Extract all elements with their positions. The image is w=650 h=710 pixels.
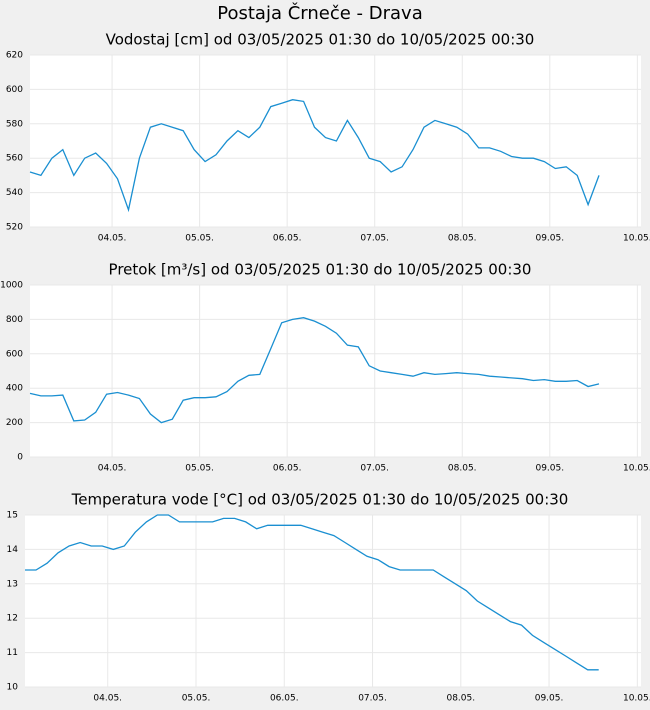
x-tick-label: 05.05.	[185, 234, 214, 244]
x-tick-label: 04.05.	[98, 234, 127, 244]
y-tick-label: 520	[6, 223, 23, 233]
y-tick-label: 10	[7, 683, 19, 693]
x-tick-label: 07.05.	[360, 464, 389, 474]
x-tick-label: 10.05.	[623, 234, 650, 244]
y-tick-label: 1000	[0, 281, 23, 291]
y-tick-label: 620	[6, 51, 23, 61]
y-tick-label: 14	[7, 545, 19, 555]
x-tick-label: 06.05.	[273, 464, 302, 474]
chart-title: Temperatura vode [°C] od 03/05/2025 01:3…	[71, 491, 569, 509]
x-tick-label: 09.05.	[535, 694, 564, 704]
chart-title: Pretok [m³/s] od 03/05/2025 01:30 do 10/…	[109, 261, 532, 279]
x-tick-label: 07.05.	[358, 694, 387, 704]
page-title: Postaja Črneče - Drava	[217, 2, 422, 24]
chart-title: Vodostaj [cm] od 03/05/2025 01:30 do 10/…	[106, 31, 535, 49]
x-tick-label: 04.05.	[93, 694, 122, 704]
y-tick-label: 15	[7, 511, 18, 521]
y-tick-label: 540	[6, 188, 23, 198]
y-tick-label: 800	[6, 315, 23, 325]
x-tick-label: 10.05.	[623, 694, 650, 704]
x-tick-label: 08.05.	[448, 234, 477, 244]
data-line	[29, 317, 600, 424]
x-tick-label: 08.05.	[448, 464, 477, 474]
y-tick-label: 600	[6, 349, 23, 359]
x-tick-label: 06.05.	[273, 234, 302, 244]
y-tick-label: 580	[6, 119, 23, 129]
y-tick-label: 400	[6, 384, 23, 394]
x-tick-label: 04.05.	[98, 464, 127, 474]
x-tick-label: 10.05.	[623, 464, 650, 474]
y-tick-label: 560	[6, 154, 23, 164]
y-tick-label: 600	[6, 85, 23, 95]
data-line	[25, 514, 599, 671]
x-tick-label: 06.05.	[270, 694, 299, 704]
y-tick-label: 0	[17, 453, 23, 463]
x-tick-label: 09.05.	[535, 234, 564, 244]
x-tick-label: 08.05.	[446, 694, 475, 704]
y-tick-label: 12	[7, 614, 18, 624]
plot-area	[30, 285, 641, 457]
y-tick-label: 13	[7, 579, 18, 589]
x-tick-label: 09.05.	[535, 464, 564, 474]
y-tick-label: 200	[6, 418, 23, 428]
plot-area	[25, 515, 641, 687]
y-tick-label: 11	[7, 648, 18, 658]
data-line	[29, 99, 600, 213]
x-tick-label: 05.05.	[185, 464, 214, 474]
x-tick-label: 07.05.	[360, 234, 389, 244]
x-tick-label: 05.05.	[182, 694, 211, 704]
